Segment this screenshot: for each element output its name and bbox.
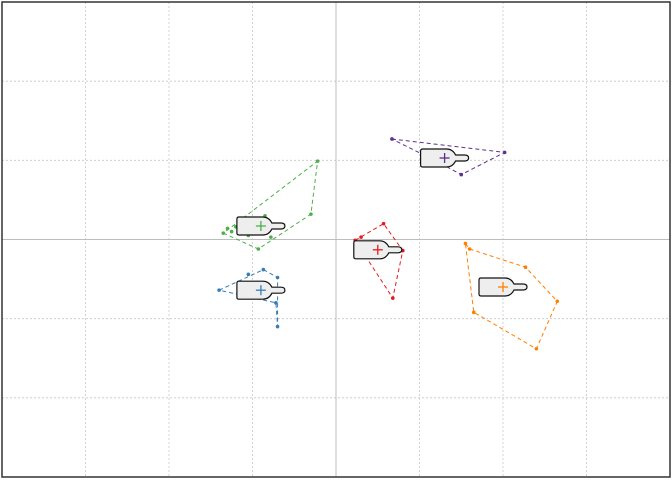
point-group-1 <box>269 235 273 239</box>
point-group-2 <box>261 267 266 272</box>
point-group-1 <box>315 159 320 163</box>
point-group-5 <box>502 150 507 155</box>
point-group-3 <box>381 221 386 226</box>
point-group-4 <box>471 310 476 315</box>
point-group-1 <box>229 229 234 234</box>
point-group-4 <box>523 265 528 270</box>
point-group-1 <box>309 212 313 216</box>
point-group-5 <box>459 172 464 177</box>
point-group-3 <box>359 235 363 239</box>
bottle-icon <box>236 216 286 236</box>
point-group-4 <box>534 346 539 351</box>
point-group-1 <box>221 231 226 235</box>
point-group-4 <box>463 241 468 246</box>
bottle-icon <box>353 240 403 260</box>
point-group-2 <box>217 288 221 292</box>
point-group-2 <box>246 272 251 277</box>
point-group-1 <box>256 247 261 251</box>
point-group-4 <box>467 247 472 251</box>
point-group-1 <box>225 226 230 231</box>
point-group-2 <box>274 301 278 305</box>
bottle-icon <box>420 148 470 168</box>
point-group-5 <box>390 137 394 141</box>
hull-group-2 <box>217 269 279 327</box>
point-group-4 <box>555 299 560 304</box>
bottle-icon <box>478 277 528 297</box>
point-group-2 <box>275 275 280 280</box>
bottle-icon <box>236 280 286 300</box>
point-group-2 <box>275 324 280 329</box>
point-group-3 <box>390 296 395 300</box>
centroid-markers <box>236 148 528 300</box>
